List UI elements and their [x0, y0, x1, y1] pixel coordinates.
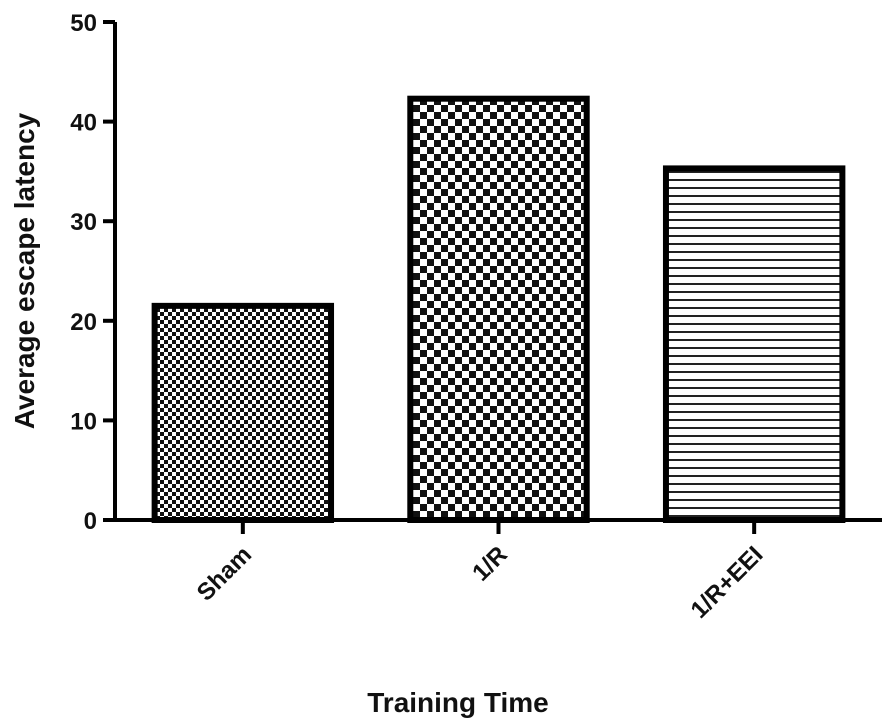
x-tick-label: 1/R — [467, 541, 513, 587]
bar-sham — [151, 302, 335, 523]
y-tick-label: 50 — [70, 10, 97, 37]
bar-1-r — [407, 95, 590, 524]
y-tick-label: 30 — [70, 209, 97, 236]
bar-1-r-eei — [662, 165, 846, 524]
y-tick-label: 40 — [70, 110, 97, 137]
y-tick-label: 20 — [70, 309, 97, 336]
x-axis-title: Training Time — [367, 687, 549, 718]
x-tick-label: Sham — [192, 541, 257, 606]
x-ticks-group: Sham 1/R 1/R+EEI — [192, 520, 769, 624]
y-ticks-group: 0 10 20 30 40 50 — [70, 10, 115, 535]
y-tick-label: 0 — [84, 508, 97, 535]
x-tick-label: 1/R+EEI — [686, 541, 769, 624]
bars-group — [151, 95, 846, 524]
y-axis-title: Average escape latency — [9, 112, 40, 429]
y-tick-label: 10 — [70, 408, 97, 435]
